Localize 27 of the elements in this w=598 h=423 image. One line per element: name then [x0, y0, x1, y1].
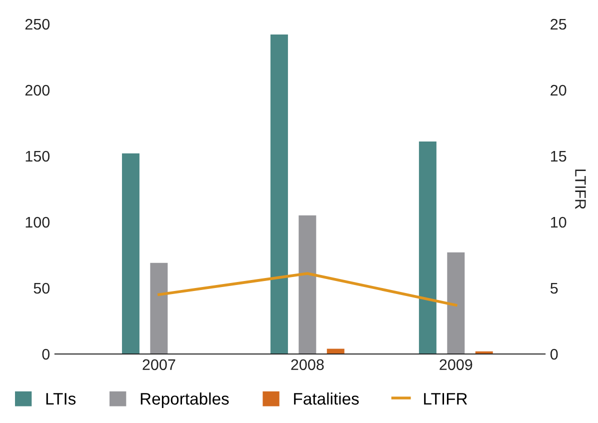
x-tick-label: 2007 — [142, 359, 176, 370]
legend-label: Reportables — [140, 392, 229, 408]
bar — [270, 34, 288, 354]
y-tick-label: 100 — [26, 216, 50, 228]
legend-label: Fatalities — [294, 392, 359, 405]
y-tick-label: 50 — [34, 282, 50, 294]
y-tick-label: 0 — [42, 348, 50, 360]
y-tick-label: 200 — [25, 84, 50, 96]
x-tick-label: 2009 — [440, 359, 472, 370]
legend-label: LTIFR — [424, 393, 468, 405]
y2-tick-label: 10 — [551, 216, 566, 228]
bar — [298, 215, 316, 354]
y2-tick-label: 5 — [550, 283, 558, 294]
y2-tick-label: 25 — [550, 18, 566, 30]
bar — [122, 153, 140, 354]
x-tick-label: 2008 — [291, 359, 324, 370]
legend-label: LTIs — [46, 393, 76, 405]
y2-tick-label: 0 — [550, 348, 558, 360]
bar — [418, 141, 436, 354]
y2-axis-title: LTIFR — [575, 170, 586, 209]
y-tick-label: 250 — [25, 18, 50, 30]
y2-tick-label: 15 — [551, 151, 566, 162]
bar — [447, 252, 465, 354]
y2-tick-label: 20 — [550, 84, 566, 96]
bar — [326, 348, 344, 354]
y-tick-label: 150 — [26, 150, 50, 162]
bar — [150, 262, 168, 354]
